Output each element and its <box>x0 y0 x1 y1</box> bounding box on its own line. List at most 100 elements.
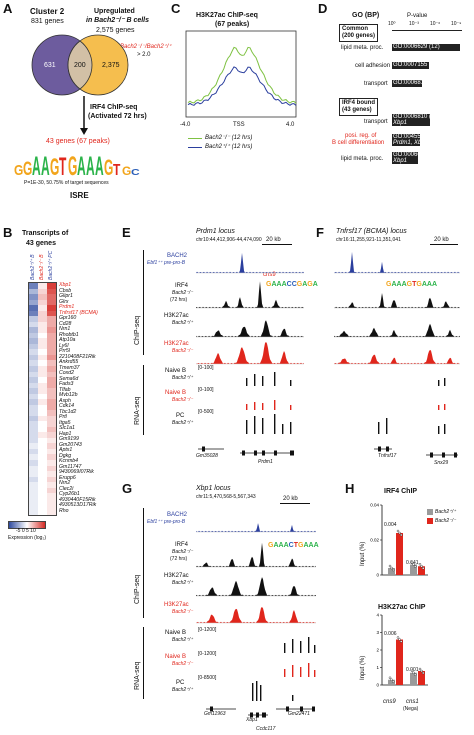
go-irf4-gene-1: Xbp1 <box>393 120 408 126</box>
panel-f-label: F <box>316 225 324 240</box>
heatmap-cell <box>38 360 47 366</box>
heatmap-cell <box>38 471 47 477</box>
heatmap-cell <box>47 432 56 438</box>
rna-bar <box>262 376 264 386</box>
heatmap-gene-label: Dgkg <box>59 452 72 459</box>
heatmap-cell <box>29 443 38 449</box>
motif-base: G <box>386 281 392 288</box>
heatmap-cell <box>47 371 56 378</box>
heatmap-cell <box>38 388 47 394</box>
heatmap-cell <box>47 360 56 366</box>
e-coords: chr10:44,412,906-44,474,090 <box>196 237 262 243</box>
gene-exon <box>242 450 245 456</box>
g-range-3: [0-8500] <box>198 675 217 681</box>
f-locus: Tnfrsf17 (BCMA) locus <box>336 228 407 235</box>
e-naive2: Naive B <box>165 390 187 396</box>
e-bach2-sub: Ebf1⁺⁺ pre-pro-B <box>147 260 186 266</box>
heatmap-cell <box>47 377 56 383</box>
heatmap-row <box>29 471 56 477</box>
heatmap-cell <box>38 377 47 383</box>
g-gene-main: Xbp1 <box>246 717 258 723</box>
heatmap-cell <box>29 360 38 366</box>
chart-point <box>420 565 423 568</box>
heatmap-cell <box>38 299 47 306</box>
rna-bar <box>314 670 316 677</box>
rna-bar <box>246 420 248 434</box>
heatmap-row <box>29 504 56 510</box>
signal-track <box>196 577 316 596</box>
signal-track <box>334 293 460 308</box>
heatmap-cell <box>47 437 56 444</box>
chart-bar <box>410 672 417 685</box>
h-ylabel-2: Input (%) <box>360 655 366 680</box>
h-xsub: (Nega) <box>403 706 419 712</box>
heatmap-gene-label: Gm9199 <box>59 436 79 442</box>
motif-base: A <box>426 281 432 288</box>
heatmap-gene-label: Kcnmb4 <box>59 458 79 464</box>
rna-bar <box>246 404 248 410</box>
signal-track <box>334 323 460 337</box>
heatmap-gene-label: Coxd2 <box>59 370 74 376</box>
rna-bar <box>246 378 248 386</box>
heatmap-cell <box>29 498 38 505</box>
heatmap-cell <box>38 415 47 422</box>
heatmap-cell <box>38 487 47 494</box>
f-tracks <box>334 251 460 458</box>
heatmap-title-1: Transcripts of <box>22 230 69 237</box>
motif-base: G <box>266 281 272 288</box>
e-rnaseq-label: RNA-seq <box>134 396 141 425</box>
h3k27ac-subtitle: (67 peaks) <box>215 21 250 28</box>
heatmap-gene-label: Itga5 <box>59 419 71 426</box>
heatmap-cell <box>29 504 38 510</box>
rna-bar <box>284 669 286 677</box>
heatmap-color-scale <box>8 521 46 529</box>
e-irf4: IRF4 <box>175 283 189 289</box>
panel-a-label: A <box>3 1 13 16</box>
chart-point <box>412 563 415 566</box>
signal-track <box>196 341 304 364</box>
heatmap-cell <box>47 509 56 516</box>
rna-bar <box>308 663 310 677</box>
heatmap-row <box>29 338 56 344</box>
heatmap-cell <box>38 354 47 361</box>
heatmap-cell <box>29 476 38 483</box>
heatmap-cell <box>29 371 38 378</box>
heatmap-cell <box>38 338 47 344</box>
heatmap-gene-label: Nrn1 <box>59 326 71 332</box>
heatmap-row <box>29 349 56 355</box>
chart-tick-label: 4 <box>376 613 379 618</box>
rna-bar <box>444 404 446 410</box>
heatmap-cell <box>29 509 38 516</box>
g-chip-bracket <box>143 508 144 618</box>
e-scale: 20 kb <box>266 237 281 243</box>
heatmap-cell <box>29 404 38 411</box>
heatmap-cell <box>38 283 47 289</box>
heatmap-cell <box>38 327 47 333</box>
heatmap-row <box>29 343 56 350</box>
heatmap-row <box>29 399 56 405</box>
chart-tick-label: 0.02 <box>370 538 379 543</box>
rna-bar <box>274 400 276 410</box>
heatmap-cell <box>38 382 47 389</box>
rna-bar <box>308 637 310 653</box>
rna-bar <box>262 403 264 410</box>
legend-ko-swatch <box>188 138 202 139</box>
heatmap-row <box>29 482 56 488</box>
g-scale-bar <box>280 503 310 504</box>
go-irf4-bar-2: GO:0045579 (2) Prdm1, Xbp1 <box>392 134 436 146</box>
e-range-1: [0-100] <box>198 365 214 371</box>
g-pc-sub: Bach2⁺/⁺ <box>172 687 193 693</box>
e-rna-bracket <box>143 365 144 435</box>
e-pc: PC <box>176 413 185 419</box>
h-xcat-2: cns1 <box>406 699 419 705</box>
heatmap-cell <box>29 493 38 499</box>
heatmap-cell <box>47 426 56 433</box>
heatmap-gene-label: Fads3 <box>59 381 74 387</box>
motif-base: G <box>297 542 304 549</box>
heatmap-cell <box>29 410 38 416</box>
heatmap-cell <box>29 388 38 394</box>
heatmap-cell <box>38 316 47 322</box>
go-common-count: (200 genes) <box>342 33 376 39</box>
rna-bar <box>290 405 292 410</box>
heatmap-row <box>29 404 56 411</box>
